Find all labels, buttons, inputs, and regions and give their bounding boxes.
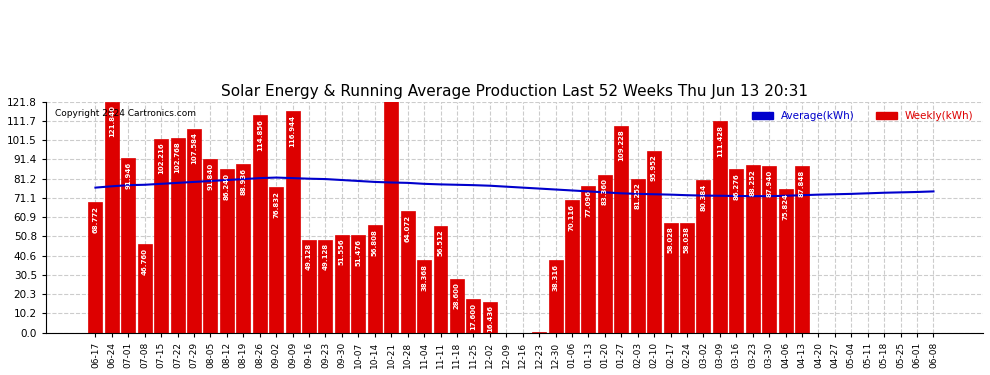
Text: Copyright 2024 Cartronics.com: Copyright 2024 Cartronics.com [55, 109, 196, 118]
Bar [466, 299, 480, 333]
Bar [252, 115, 266, 333]
Bar [335, 235, 348, 333]
Bar [647, 151, 661, 333]
Bar [434, 225, 447, 333]
Text: 91.946: 91.946 [126, 162, 132, 189]
Text: 107.584: 107.584 [191, 132, 197, 164]
Bar [122, 158, 136, 333]
Bar [598, 175, 612, 333]
Bar [105, 102, 119, 333]
Bar [319, 240, 333, 333]
Bar [696, 180, 711, 333]
Text: 86.240: 86.240 [224, 173, 230, 200]
Text: 80.384: 80.384 [700, 184, 707, 211]
Bar [237, 164, 250, 333]
Bar [631, 178, 644, 333]
Text: 87.940: 87.940 [766, 170, 772, 197]
Text: 17.600: 17.600 [470, 303, 476, 330]
Bar [730, 169, 743, 333]
Bar [795, 166, 809, 333]
Bar [778, 189, 793, 333]
Bar [384, 22, 398, 333]
Text: 91.840: 91.840 [208, 162, 214, 189]
Text: 121.840: 121.840 [109, 105, 115, 137]
Text: 86.276: 86.276 [734, 173, 740, 200]
Text: 28.600: 28.600 [454, 282, 460, 309]
Text: 87.848: 87.848 [799, 170, 805, 197]
Text: 58.038: 58.038 [684, 226, 690, 254]
Text: 49.128: 49.128 [306, 243, 312, 270]
Bar [187, 129, 201, 333]
Text: 51.476: 51.476 [355, 239, 361, 266]
Text: 83.360: 83.360 [602, 178, 608, 206]
Text: 102.768: 102.768 [174, 142, 180, 173]
Text: 109.228: 109.228 [619, 129, 625, 161]
Bar [483, 302, 497, 333]
Text: 38.368: 38.368 [421, 264, 427, 291]
Bar [680, 223, 694, 333]
Bar [401, 211, 415, 333]
Bar [581, 186, 595, 333]
Text: 77.096: 77.096 [585, 190, 591, 217]
Bar [204, 159, 218, 333]
Bar [220, 169, 234, 333]
Bar [368, 225, 382, 333]
Bar [450, 279, 464, 333]
Bar [302, 240, 316, 333]
Text: 51.556: 51.556 [339, 239, 345, 266]
Bar [351, 235, 365, 333]
Text: 68.772: 68.772 [92, 206, 98, 233]
Bar [286, 111, 300, 333]
Text: 46.760: 46.760 [142, 248, 148, 275]
Text: 111.428: 111.428 [717, 125, 723, 157]
Text: 64.072: 64.072 [405, 215, 411, 242]
Bar [713, 122, 727, 333]
Text: 75.824: 75.824 [782, 193, 789, 220]
Text: 81.252: 81.252 [635, 182, 641, 209]
Text: 163.752: 163.752 [388, 26, 394, 57]
Text: 114.856: 114.856 [256, 118, 262, 150]
Text: 38.316: 38.316 [552, 264, 558, 291]
Bar [614, 126, 629, 333]
Bar [565, 200, 579, 333]
Bar [269, 187, 283, 333]
Text: 70.116: 70.116 [569, 204, 575, 231]
Text: 88.252: 88.252 [749, 169, 755, 196]
Title: Solar Energy & Running Average Production Last 52 Weeks Thu Jun 13 20:31: Solar Energy & Running Average Productio… [221, 84, 808, 99]
Bar [170, 138, 184, 333]
Bar [154, 139, 168, 333]
Text: 76.832: 76.832 [273, 191, 279, 217]
Text: 56.808: 56.808 [372, 229, 378, 256]
Bar [548, 260, 562, 333]
Text: 56.512: 56.512 [438, 230, 444, 256]
Legend: Average(kWh), Weekly(kWh): Average(kWh), Weekly(kWh) [748, 107, 978, 125]
Text: 88.936: 88.936 [241, 168, 247, 195]
Text: 49.128: 49.128 [323, 243, 329, 270]
Bar [88, 202, 102, 333]
Bar [762, 166, 776, 333]
Bar [663, 223, 677, 333]
Text: 116.944: 116.944 [290, 115, 296, 147]
Text: 16.436: 16.436 [487, 305, 493, 332]
Bar [417, 260, 431, 333]
Bar [138, 244, 151, 333]
Text: 102.216: 102.216 [158, 142, 164, 174]
Text: 58.028: 58.028 [667, 226, 673, 254]
Text: 95.952: 95.952 [651, 154, 657, 181]
Bar [745, 165, 759, 333]
